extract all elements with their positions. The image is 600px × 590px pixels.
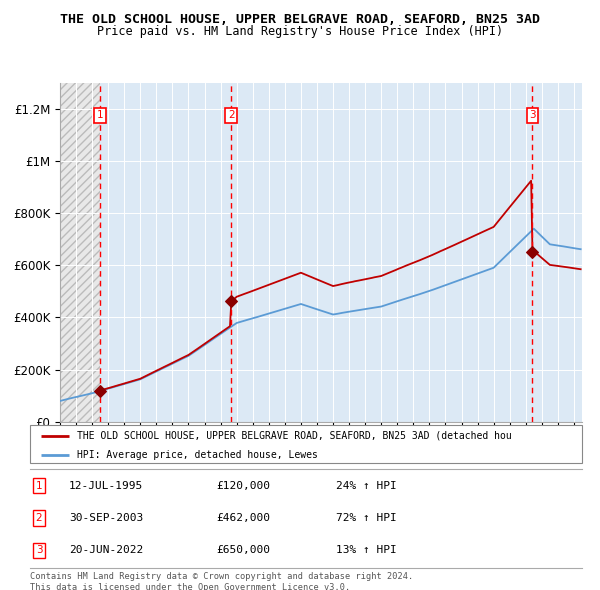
Text: 13% ↑ HPI: 13% ↑ HPI (336, 546, 397, 555)
Text: 72% ↑ HPI: 72% ↑ HPI (336, 513, 397, 523)
Point (527, 248, 537, 257)
Text: £650,000: £650,000 (216, 546, 270, 555)
Text: 2: 2 (35, 513, 43, 523)
Text: 2: 2 (228, 110, 235, 120)
Text: Price paid vs. HM Land Registry's House Price Index (HPI): Price paid vs. HM Land Registry's House … (97, 25, 503, 38)
Text: £462,000: £462,000 (216, 513, 270, 523)
Text: 1: 1 (97, 110, 103, 120)
Text: 20-JUN-2022: 20-JUN-2022 (69, 546, 143, 555)
Text: 12-JUL-1995: 12-JUL-1995 (69, 481, 143, 490)
Text: THE OLD SCHOOL HOUSE, UPPER BELGRAVE ROAD, SEAFORD, BN25 3AD: THE OLD SCHOOL HOUSE, UPPER BELGRAVE ROA… (60, 13, 540, 26)
Text: HPI: Average price, detached house, Lewes: HPI: Average price, detached house, Lewe… (77, 450, 318, 460)
FancyBboxPatch shape (30, 425, 582, 463)
Text: 30-SEP-2003: 30-SEP-2003 (69, 513, 143, 523)
Bar (60, 83, 100, 422)
Text: Contains HM Land Registry data © Crown copyright and database right 2024.
This d: Contains HM Land Registry data © Crown c… (30, 572, 413, 590)
Point (227, 297, 236, 306)
Point (95, 386, 105, 395)
Text: 3: 3 (35, 546, 43, 555)
Text: 1: 1 (35, 481, 43, 490)
Text: £120,000: £120,000 (216, 481, 270, 490)
Text: 24% ↑ HPI: 24% ↑ HPI (336, 481, 397, 490)
Text: THE OLD SCHOOL HOUSE, UPPER BELGRAVE ROAD, SEAFORD, BN25 3AD (detached hou: THE OLD SCHOOL HOUSE, UPPER BELGRAVE ROA… (77, 431, 512, 441)
Text: 3: 3 (529, 110, 536, 120)
